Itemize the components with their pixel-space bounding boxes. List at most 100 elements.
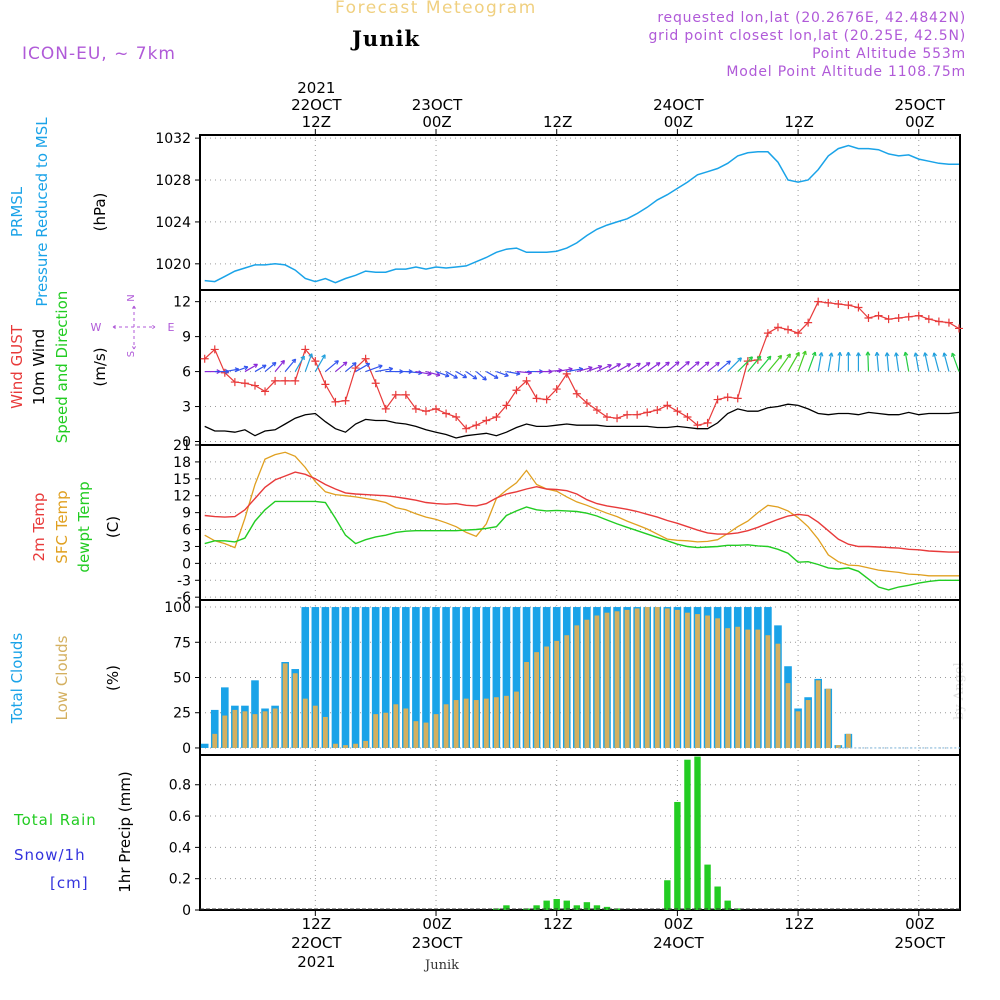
wind-arrow [566, 368, 583, 373]
wind-arrow [807, 351, 816, 372]
x-bottom-label: 12Z [784, 915, 813, 933]
low-cloud-bar [705, 615, 710, 748]
gust-marker [472, 421, 481, 430]
wind-arrowhead [482, 376, 487, 381]
total-cloud-bar [331, 607, 340, 748]
wind-arrow [747, 355, 762, 372]
wind-arrowhead [766, 355, 772, 361]
panel-frame [199, 444, 961, 601]
y-tick-label: 0 [182, 903, 191, 919]
low-cloud-bar [483, 698, 489, 748]
y-tick-label: 3 [182, 539, 191, 555]
wind-arrowhead [352, 362, 357, 367]
low-cloud-bar [292, 673, 298, 748]
gust-marker [210, 345, 219, 354]
wind-arrow [677, 361, 690, 373]
rain-bar [724, 900, 731, 910]
low-cloud-bar [775, 643, 781, 748]
gust-marker [341, 396, 350, 405]
wind-arrow [707, 361, 720, 373]
wind-arrow [486, 371, 499, 379]
wind-arrow [933, 352, 940, 372]
gust-marker [643, 408, 652, 417]
rain-bar [694, 756, 701, 910]
wind-arrowhead [655, 362, 661, 367]
wind-arrow [787, 352, 800, 372]
wind-arrowhead [472, 375, 478, 380]
wind-arrow [304, 353, 313, 372]
x-bottom-label: 2021 [297, 953, 335, 971]
low-cloud-bar [725, 628, 731, 748]
x-top-label: 22OCT [291, 96, 342, 114]
temp2m-label: 2m Temp [30, 493, 48, 562]
pressure-label-2: Pressure Reduced to MSL [33, 117, 51, 307]
y-tick-label: 3 [182, 400, 191, 416]
wind-arrowhead [874, 351, 880, 357]
gust-marker [864, 313, 873, 322]
gust-marker [371, 379, 380, 388]
wind-arrow [837, 352, 841, 372]
cloud-unit: (%) [104, 665, 122, 691]
gust-marker [532, 394, 541, 403]
gust-marker [602, 413, 611, 422]
wind-arrow [951, 352, 960, 372]
gust-label: Wind GUST [8, 324, 26, 409]
wind-arrow [914, 352, 920, 372]
footer-location: Junik [425, 958, 459, 973]
gust-marker [955, 324, 963, 333]
compass-arrows [112, 305, 156, 350]
chart-title: Forecast Meteogram [335, 0, 537, 18]
gust-marker [673, 407, 682, 416]
wind-arrow [264, 362, 277, 373]
wind-arrowhead [280, 359, 286, 365]
wind-arrow [294, 355, 305, 372]
wind-arrowhead [636, 362, 641, 368]
wind-arrow [475, 371, 487, 381]
rain-bar [714, 886, 721, 910]
wind-arrowhead [378, 364, 383, 369]
low-cloud-bar [403, 708, 409, 748]
compass-w: W [91, 321, 102, 334]
wind-arrowhead [726, 360, 731, 365]
gust-marker [301, 345, 310, 354]
total-cloud-bar [442, 607, 450, 748]
gust-marker [482, 416, 491, 425]
y-tick-label: 25 [173, 706, 191, 722]
low-clouds-label: Low Clouds [53, 635, 71, 720]
wind-arrowhead [704, 361, 710, 366]
rain-bar [684, 759, 691, 910]
wind-arrow [727, 357, 742, 373]
wind-arrowhead [845, 351, 851, 356]
y-tick-label: 12 [173, 489, 191, 505]
gust-marker [432, 404, 441, 413]
x-bottom-label: 25OCT [895, 934, 946, 952]
wind-arrowhead [588, 365, 593, 371]
wind-arrowhead [737, 357, 742, 362]
wind-arrow [606, 363, 621, 373]
low-cloud-bar [433, 714, 439, 748]
dewpt-label: dewpt Temp [75, 481, 93, 572]
total-cloud-bar [452, 607, 460, 748]
rain-bar [704, 864, 711, 910]
wind-arrowhead [334, 360, 339, 365]
gust-marker [884, 315, 893, 324]
low-cloud-bar [534, 652, 539, 748]
low-cloud-bar [282, 663, 288, 748]
panel-frame [199, 754, 961, 911]
wind-arrowhead [865, 351, 871, 356]
wind-arrow [335, 361, 348, 373]
gust-marker [874, 311, 883, 320]
y-tick-label: 0.2 [169, 872, 191, 888]
y-tick-label: 0.8 [169, 778, 191, 794]
wind-arrowhead [884, 352, 890, 357]
low-cloud-bar [835, 745, 841, 748]
gust-marker [240, 379, 249, 388]
gust-marker [452, 413, 461, 422]
gust-marker [552, 385, 561, 394]
wind-arrowhead [291, 358, 297, 364]
wind-arrowhead [444, 372, 450, 378]
low-cloud-bar [715, 618, 721, 748]
low-cloud-bar [443, 704, 449, 748]
gust-marker [311, 357, 320, 366]
wind-arrowhead [685, 360, 690, 366]
